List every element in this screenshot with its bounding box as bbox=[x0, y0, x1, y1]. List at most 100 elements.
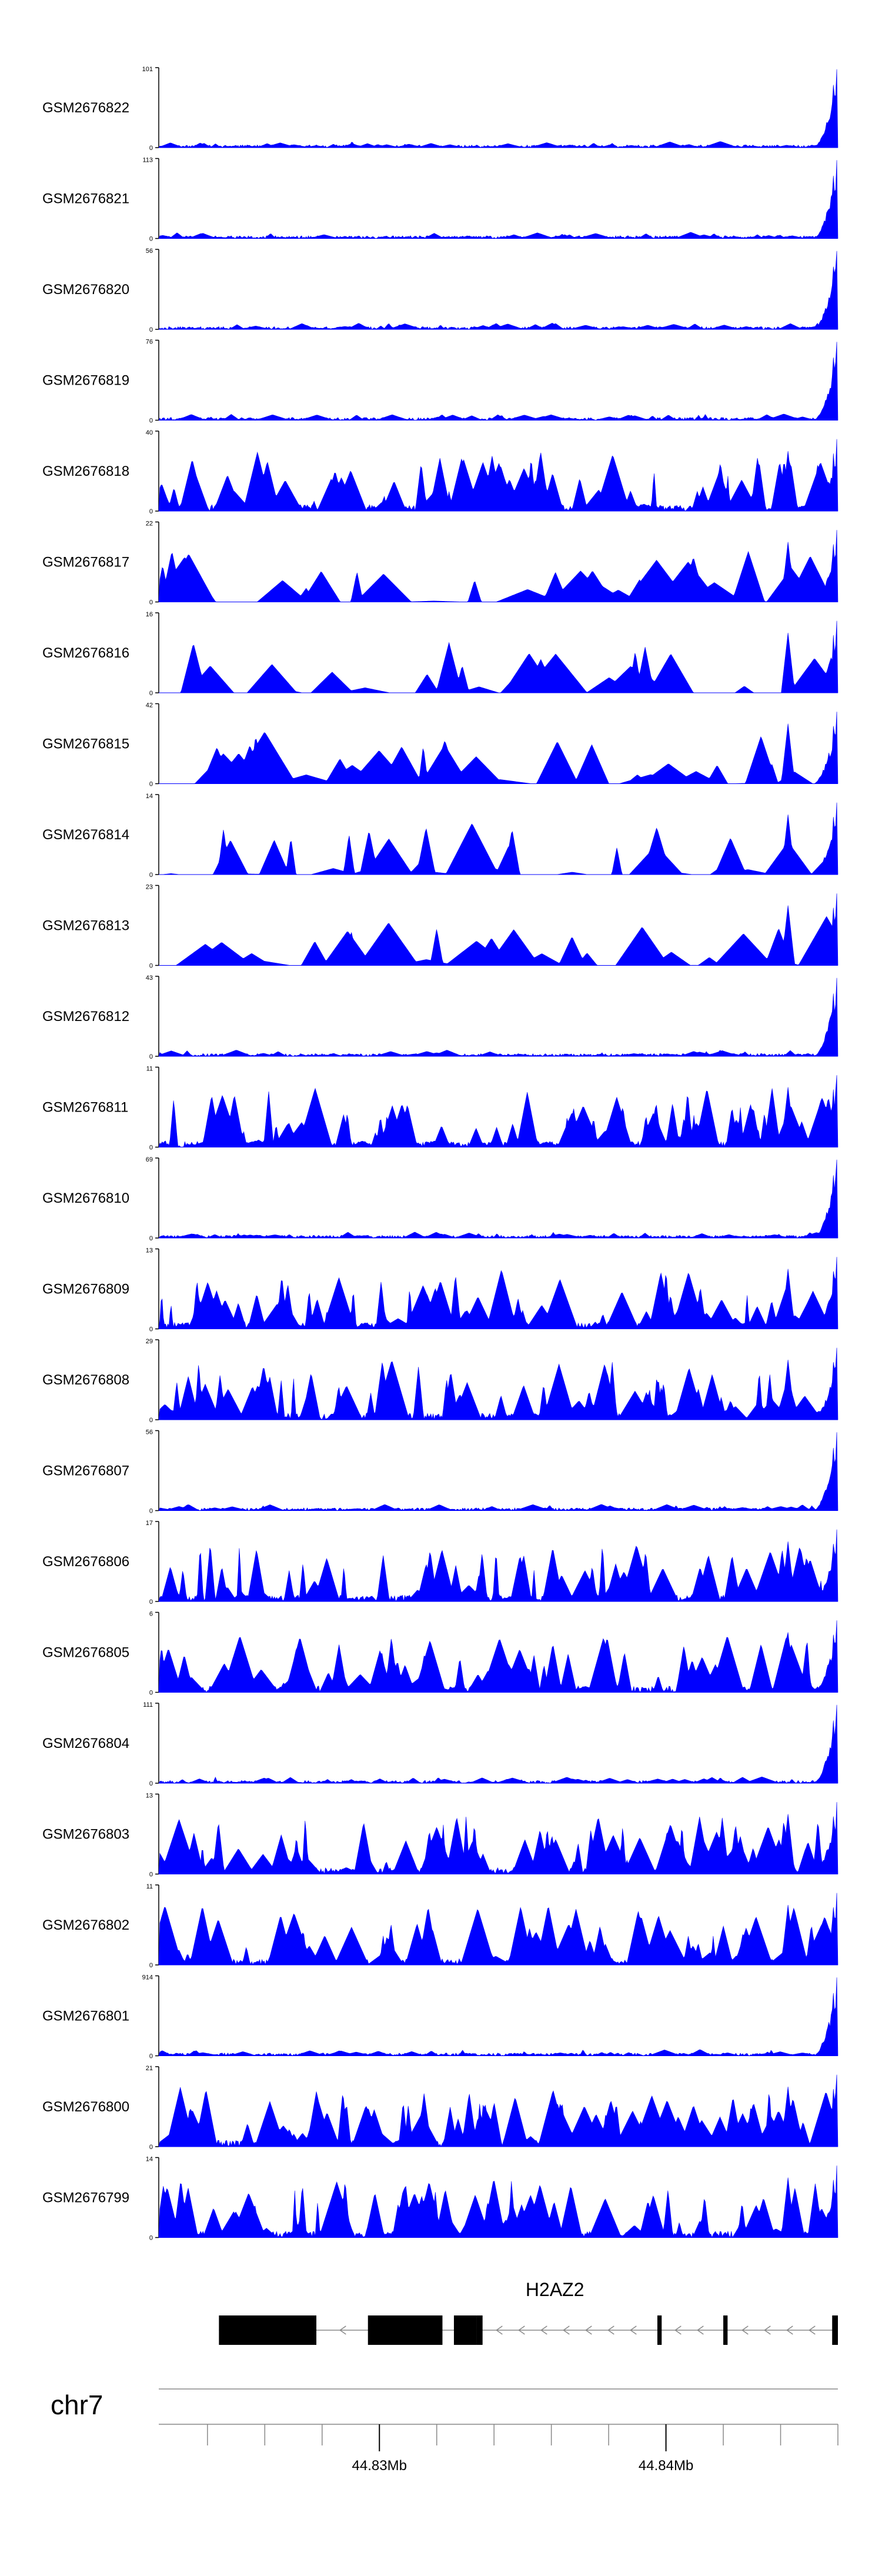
coverage-area bbox=[158, 1159, 838, 1239]
coverage-area bbox=[158, 1893, 838, 1966]
y-max-label: 42 bbox=[146, 702, 153, 709]
track-label: GSM2676800 bbox=[42, 2099, 129, 2115]
y-max-label: 101 bbox=[142, 66, 153, 73]
strand-chevron bbox=[674, 2325, 681, 2335]
chromosome-label: chr7 bbox=[51, 2390, 103, 2420]
y-min-label: 0 bbox=[149, 418, 153, 425]
track-label: GSM2676814 bbox=[42, 827, 129, 843]
y-max-label: 29 bbox=[146, 1338, 153, 1345]
track-label: GSM2676799 bbox=[42, 2190, 129, 2206]
strand-chevron bbox=[808, 2325, 816, 2335]
track-label: GSM2676804 bbox=[42, 1736, 129, 1751]
y-max-label: 56 bbox=[146, 248, 153, 255]
y-max-label: 17 bbox=[146, 1520, 153, 1527]
y-min-label: 0 bbox=[149, 872, 153, 879]
gene-exon bbox=[368, 2315, 443, 2345]
track-label: GSM2676809 bbox=[42, 1282, 129, 1297]
coverage-area bbox=[158, 1075, 838, 1148]
y-min-label: 0 bbox=[149, 1326, 153, 1333]
coverage-tracks: GSM2676822 101 0 GSM2676821 113 0 GSM2676820 56… bbox=[42, 66, 838, 2242]
coverage-track: GSM2676818 40 0 bbox=[42, 429, 838, 515]
y-min-label: 0 bbox=[149, 1144, 153, 1152]
y-min-label: 0 bbox=[149, 326, 153, 333]
strand-chevron bbox=[339, 2325, 346, 2335]
coverage-area bbox=[158, 1977, 838, 2057]
track-label: GSM2676811 bbox=[42, 1100, 128, 1116]
coverage-track: GSM2676817 22 0 bbox=[42, 520, 838, 606]
coverage-area bbox=[158, 1620, 838, 1693]
track-label: GSM2676813 bbox=[42, 918, 129, 934]
coverage-track: GSM2676809 13 0 bbox=[42, 1247, 838, 1333]
y-max-label: 6 bbox=[149, 1611, 153, 1618]
coverage-track: GSM2676819 76 0 bbox=[42, 339, 838, 425]
coverage-area bbox=[158, 439, 838, 512]
coverage-track: GSM2676802 11 0 bbox=[42, 1883, 838, 1969]
y-max-label: 40 bbox=[146, 429, 153, 436]
strand-chevron bbox=[741, 2325, 749, 2335]
track-label: GSM2676802 bbox=[42, 1917, 129, 1933]
gene-exon bbox=[657, 2315, 662, 2345]
y-min-label: 0 bbox=[149, 1962, 153, 1969]
track-label: GSM2676822 bbox=[42, 100, 129, 116]
track-label: GSM2676810 bbox=[42, 1190, 129, 1206]
coverage-track: GSM2676808 29 0 bbox=[42, 1338, 838, 1424]
y-max-label: 13 bbox=[146, 1793, 153, 1800]
y-min-label: 0 bbox=[149, 1871, 153, 1878]
coverage-track: GSM2676801 914 0 bbox=[42, 1974, 838, 2060]
y-min-label: 0 bbox=[149, 2053, 153, 2060]
y-min-label: 0 bbox=[149, 781, 153, 788]
y-max-label: 16 bbox=[146, 611, 153, 618]
coverage-track: GSM2676813 23 0 bbox=[42, 884, 838, 970]
y-min-label: 0 bbox=[149, 2235, 153, 2242]
y-max-label: 14 bbox=[146, 793, 153, 800]
gene-name-label: H2AZ2 bbox=[526, 2279, 584, 2300]
y-max-label: 43 bbox=[146, 975, 153, 982]
strand-chevron bbox=[518, 2325, 525, 2335]
coverage-track: GSM2676800 21 0 bbox=[42, 2065, 838, 2151]
coverage-area bbox=[158, 69, 838, 148]
axis-tick-label: 44.84Mb bbox=[639, 2458, 693, 2474]
coverage-track: GSM2676816 16 0 bbox=[42, 611, 838, 697]
coverage-area bbox=[158, 1704, 838, 1784]
coverage-area bbox=[158, 1347, 838, 1420]
y-min-label: 0 bbox=[149, 963, 153, 970]
y-max-label: 56 bbox=[146, 1429, 153, 1436]
y-min-label: 0 bbox=[149, 690, 153, 697]
strand-chevron bbox=[630, 2325, 637, 2335]
coverage-track: GSM2676822 101 0 bbox=[42, 66, 838, 152]
coverage-area bbox=[158, 2165, 838, 2238]
strand-chevron bbox=[786, 2325, 793, 2335]
coverage-track: GSM2676811 11 0 bbox=[42, 1066, 838, 1152]
track-label: GSM2676818 bbox=[42, 463, 129, 479]
y-max-label: 23 bbox=[146, 884, 153, 891]
gene-exon bbox=[723, 2315, 728, 2345]
coverage-area bbox=[158, 1257, 838, 1329]
coverage-track: GSM2676812 43 0 bbox=[42, 975, 838, 1060]
coverage-track: GSM2676815 42 0 bbox=[42, 702, 838, 788]
y-min-label: 0 bbox=[149, 599, 153, 606]
coverage-area bbox=[158, 1529, 838, 1602]
track-label: GSM2676819 bbox=[42, 373, 129, 389]
y-max-label: 76 bbox=[146, 339, 153, 346]
y-min-label: 0 bbox=[149, 236, 153, 243]
gene-exon bbox=[832, 2315, 838, 2345]
y-max-label: 11 bbox=[146, 1066, 153, 1073]
coverage-track: GSM2676803 13 0 bbox=[42, 1793, 838, 1878]
gene-model: H2AZ2 bbox=[219, 2279, 838, 2345]
y-max-label: 111 bbox=[143, 1701, 153, 1709]
gene-exon bbox=[453, 2315, 477, 2345]
strand-chevron bbox=[563, 2325, 570, 2335]
y-max-label: 13 bbox=[146, 1247, 153, 1254]
y-min-label: 0 bbox=[149, 145, 153, 152]
strand-chevron bbox=[585, 2325, 592, 2335]
track-label: GSM2676806 bbox=[42, 1554, 129, 1570]
y-min-label: 0 bbox=[149, 1053, 153, 1060]
y-max-label: 914 bbox=[142, 1974, 153, 1981]
track-label: GSM2676807 bbox=[42, 1463, 129, 1479]
track-label: GSM2676803 bbox=[42, 1827, 129, 1843]
coverage-area bbox=[158, 1802, 838, 1875]
track-label: GSM2676808 bbox=[42, 1372, 129, 1388]
coverage-track: GSM2676807 56 0 bbox=[42, 1429, 838, 1515]
y-max-label: 113 bbox=[142, 157, 153, 164]
gene-exon bbox=[219, 2315, 317, 2345]
